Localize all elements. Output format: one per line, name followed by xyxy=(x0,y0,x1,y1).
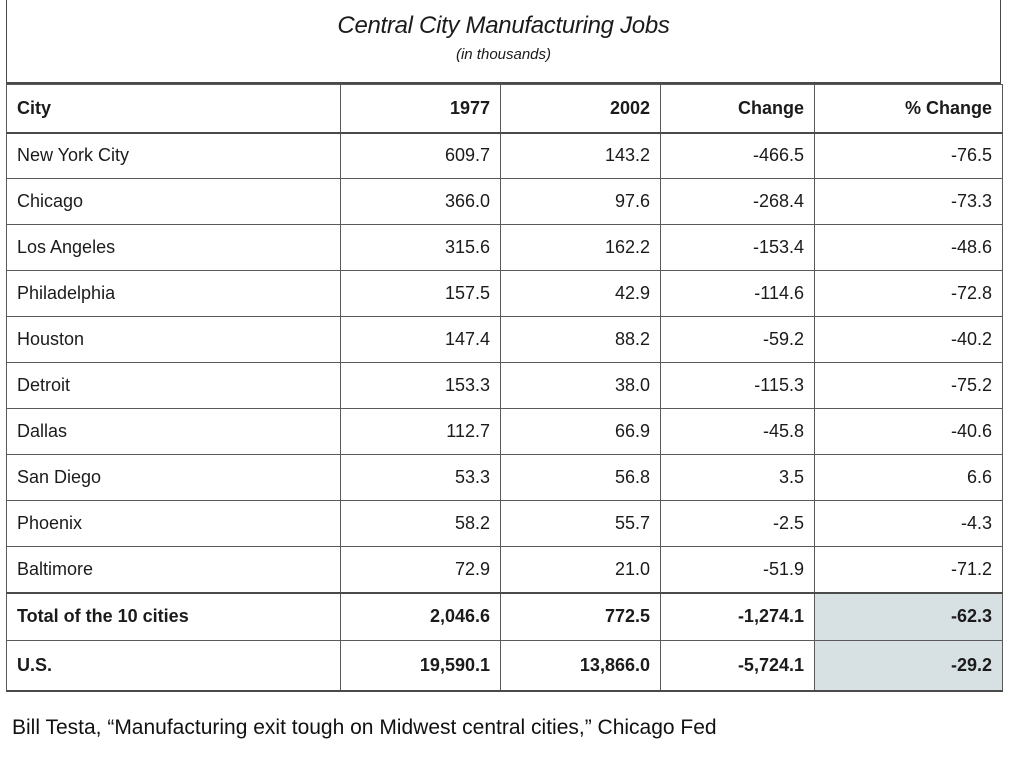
total-row: Total of the 10 cities 2,046.6 772.5 -1,… xyxy=(6,591,1003,641)
header-pct-change: % Change xyxy=(814,84,1003,134)
value-1977-cell: 315.6 xyxy=(340,224,501,271)
city-cell: Los Angeles xyxy=(6,224,341,271)
city-cell: Dallas xyxy=(6,408,341,455)
header-row: City 1977 2002 Change % Change xyxy=(6,84,1003,134)
total-change-cell: -1,274.1 xyxy=(660,591,815,641)
table-row: Dallas 112.7 66.9 -45.8 -40.6 xyxy=(6,408,1003,455)
us-1977-cell: 19,590.1 xyxy=(340,640,501,692)
value-1977-cell: 112.7 xyxy=(340,408,501,455)
us-change-cell: -5,724.1 xyxy=(660,640,815,692)
city-cell: Phoenix xyxy=(6,500,341,547)
header-city: City xyxy=(6,84,341,134)
pct-change-cell: -48.6 xyxy=(814,224,1003,271)
value-2002-cell: 88.2 xyxy=(500,316,661,363)
value-2002-cell: 66.9 xyxy=(500,408,661,455)
value-1977-cell: 153.3 xyxy=(340,362,501,409)
table-row: Phoenix 58.2 55.7 -2.5 -4.3 xyxy=(6,500,1003,547)
change-cell: -51.9 xyxy=(660,546,815,593)
change-cell: -45.8 xyxy=(660,408,815,455)
total-2002-cell: 772.5 xyxy=(500,591,661,641)
table-row: San Diego 53.3 56.8 3.5 6.6 xyxy=(6,454,1003,501)
us-row: U.S. 19,590.1 13,866.0 -5,724.1 -29.2 xyxy=(6,640,1003,692)
table-row: Chicago 366.0 97.6 -268.4 -73.3 xyxy=(6,178,1003,225)
pct-change-cell: -40.2 xyxy=(814,316,1003,363)
change-cell: -466.5 xyxy=(660,132,815,179)
header-2002: 2002 xyxy=(500,84,661,134)
city-cell: Detroit xyxy=(6,362,341,409)
value-2002-cell: 56.8 xyxy=(500,454,661,501)
table-subtitle: (in thousands) xyxy=(455,46,552,63)
value-1977-cell: 157.5 xyxy=(340,270,501,317)
change-cell: -153.4 xyxy=(660,224,815,271)
table-row: Houston 147.4 88.2 -59.2 -40.2 xyxy=(6,316,1003,363)
city-cell: Houston xyxy=(6,316,341,363)
value-1977-cell: 58.2 xyxy=(340,500,501,547)
value-2002-cell: 42.9 xyxy=(500,270,661,317)
city-cell: San Diego xyxy=(6,454,341,501)
change-cell: -115.3 xyxy=(660,362,815,409)
table-row: Baltimore 72.9 21.0 -51.9 -71.2 xyxy=(6,546,1003,593)
jobs-table-container: Central City Manufacturing Jobs (in thou… xyxy=(6,0,1003,700)
total-1977-cell: 2,046.6 xyxy=(340,591,501,641)
change-cell: -114.6 xyxy=(660,270,815,317)
table-title: Central City Manufacturing Jobs xyxy=(337,12,670,39)
table-title-box: Central City Manufacturing Jobs (in thou… xyxy=(6,0,1001,84)
value-1977-cell: 609.7 xyxy=(340,132,501,179)
city-cell: Baltimore xyxy=(6,546,341,593)
us-pct-change-cell: -29.2 xyxy=(814,640,1003,692)
total-pct-change-cell: -62.3 xyxy=(814,591,1003,641)
pct-change-cell: -4.3 xyxy=(814,500,1003,547)
city-cell: Chicago xyxy=(6,178,341,225)
total-label-cell: Total of the 10 cities xyxy=(6,591,341,641)
source-citation: Bill Testa, “Manufacturing exit tough on… xyxy=(12,716,717,739)
manufacturing-jobs-table: City 1977 2002 Change % Change New York … xyxy=(6,84,1003,692)
change-cell: 3.5 xyxy=(660,454,815,501)
header-change: Change xyxy=(660,84,815,134)
table-row: New York City 609.7 143.2 -466.5 -76.5 xyxy=(6,132,1003,179)
value-1977-cell: 366.0 xyxy=(340,178,501,225)
value-1977-cell: 147.4 xyxy=(340,316,501,363)
us-2002-cell: 13,866.0 xyxy=(500,640,661,692)
value-2002-cell: 38.0 xyxy=(500,362,661,409)
pct-change-cell: -73.3 xyxy=(814,178,1003,225)
change-cell: -59.2 xyxy=(660,316,815,363)
value-1977-cell: 53.3 xyxy=(340,454,501,501)
city-cell: Philadelphia xyxy=(6,270,341,317)
pct-change-cell: -40.6 xyxy=(814,408,1003,455)
city-cell: New York City xyxy=(6,132,341,179)
pct-change-cell: 6.6 xyxy=(814,454,1003,501)
pct-change-cell: -72.8 xyxy=(814,270,1003,317)
table-row: Los Angeles 315.6 162.2 -153.4 -48.6 xyxy=(6,224,1003,271)
pct-change-cell: -76.5 xyxy=(814,132,1003,179)
value-2002-cell: 143.2 xyxy=(500,132,661,179)
value-2002-cell: 55.7 xyxy=(500,500,661,547)
table-row: Philadelphia 157.5 42.9 -114.6 -72.8 xyxy=(6,270,1003,317)
pct-change-cell: -71.2 xyxy=(814,546,1003,593)
pct-change-cell: -75.2 xyxy=(814,362,1003,409)
value-2002-cell: 97.6 xyxy=(500,178,661,225)
change-cell: -2.5 xyxy=(660,500,815,547)
header-1977: 1977 xyxy=(340,84,501,134)
change-cell: -268.4 xyxy=(660,178,815,225)
value-2002-cell: 21.0 xyxy=(500,546,661,593)
value-2002-cell: 162.2 xyxy=(500,224,661,271)
us-label-cell: U.S. xyxy=(6,640,341,692)
table-row: Detroit 153.3 38.0 -115.3 -75.2 xyxy=(6,362,1003,409)
value-1977-cell: 72.9 xyxy=(340,546,501,593)
